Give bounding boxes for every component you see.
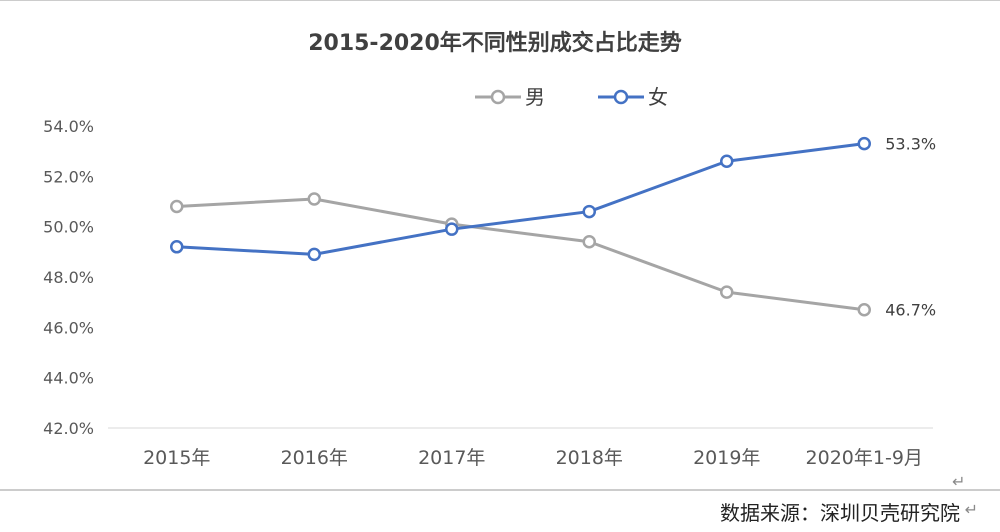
source-note: 数据来源：深圳贝壳研究院 bbox=[720, 501, 960, 525]
data-point bbox=[720, 285, 734, 299]
line-chart: 2015-2020年不同性别成交占比走势 男女 54.0%52.0%50.0%4… bbox=[0, 0, 1000, 491]
x-tick-label: 2018年 bbox=[556, 447, 623, 469]
data-point bbox=[582, 235, 596, 249]
y-tick-label: 48.0% bbox=[43, 268, 94, 287]
series-layer bbox=[170, 136, 871, 317]
legend-label: 女 bbox=[648, 85, 668, 109]
series-2 bbox=[170, 136, 871, 262]
data-labels: 53.3% 46.7% bbox=[885, 135, 936, 320]
y-tick-label: 50.0% bbox=[43, 218, 94, 237]
series-1 bbox=[170, 192, 871, 317]
data-point bbox=[857, 302, 871, 317]
return-mark: ↵ bbox=[952, 472, 965, 491]
x-tick-label: 2015年 bbox=[143, 447, 210, 469]
data-point bbox=[857, 136, 871, 151]
data-label: 53.3% bbox=[885, 135, 936, 154]
data-point bbox=[445, 222, 459, 236]
x-tick-label: 2020年1-9月 bbox=[806, 447, 923, 469]
legend-swatch-marker bbox=[490, 89, 506, 105]
y-tick-label: 46.0% bbox=[43, 318, 94, 337]
legend: 男女 bbox=[475, 85, 668, 109]
y-axis: 54.0% 52.0% 50.0% 48.0% 46.0% 44.0% 42.0% bbox=[43, 117, 94, 438]
data-label: 46.7% bbox=[885, 301, 936, 320]
y-tick-label: 52.0% bbox=[43, 167, 94, 186]
data-point bbox=[720, 154, 734, 168]
legend-item: 男 bbox=[475, 85, 545, 109]
data-point bbox=[170, 240, 184, 254]
y-tick-label: 54.0% bbox=[43, 117, 94, 136]
data-point bbox=[170, 199, 184, 214]
series-line bbox=[175, 197, 866, 312]
chart-title: 2015-2020年不同性别成交占比走势 bbox=[308, 30, 682, 56]
y-tick-label: 42.0% bbox=[43, 419, 94, 438]
x-tick-label: 2017年 bbox=[418, 447, 485, 469]
x-tick-label: 2019年 bbox=[693, 447, 760, 469]
legend-item: 女 bbox=[598, 85, 668, 109]
series-line bbox=[175, 142, 866, 256]
data-point bbox=[582, 204, 596, 219]
data-point bbox=[307, 247, 321, 262]
x-axis: 2015年 2016年 2017年 2018年 2019年 2020年1-9月 bbox=[143, 447, 923, 469]
legend-label: 男 bbox=[525, 85, 545, 109]
y-tick-label: 44.0% bbox=[43, 369, 94, 388]
x-tick-label: 2016年 bbox=[281, 447, 348, 469]
source-return-mark: ↵ bbox=[964, 500, 978, 519]
chart-frame: 2015-2020年不同性别成交占比走势 男女 54.0% 52.0% 50.0% 4… bbox=[0, 0, 1000, 491]
legend-swatch-marker bbox=[613, 89, 629, 105]
data-point bbox=[307, 192, 321, 206]
